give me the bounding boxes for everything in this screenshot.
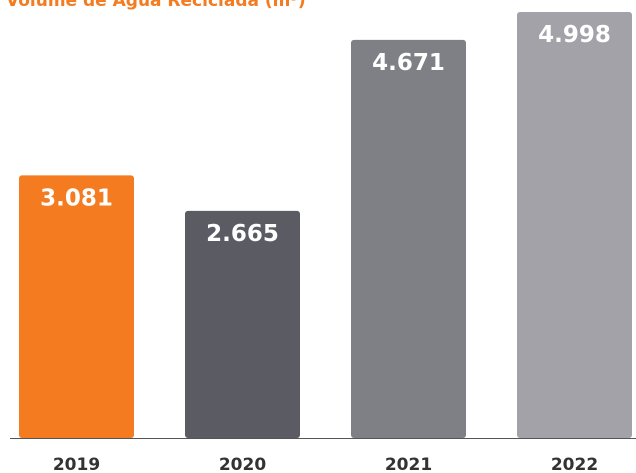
value-label: 2.665 — [206, 221, 279, 247]
value-label: 4.671 — [372, 50, 445, 76]
bar — [185, 210, 300, 438]
x-tick-label: 2021 — [385, 455, 432, 473]
value-label: 3.081 — [40, 185, 113, 211]
x-tick-label: 2022 — [551, 455, 598, 473]
chart-title: Volume de Água Reciclada (m³) — [6, 0, 306, 11]
bar — [19, 175, 134, 439]
value-label: 4.998 — [538, 22, 611, 48]
bar — [517, 12, 632, 438]
x-tick-label: 2020 — [219, 455, 266, 473]
bar — [351, 39, 466, 438]
x-tick-label: 2019 — [53, 455, 100, 473]
